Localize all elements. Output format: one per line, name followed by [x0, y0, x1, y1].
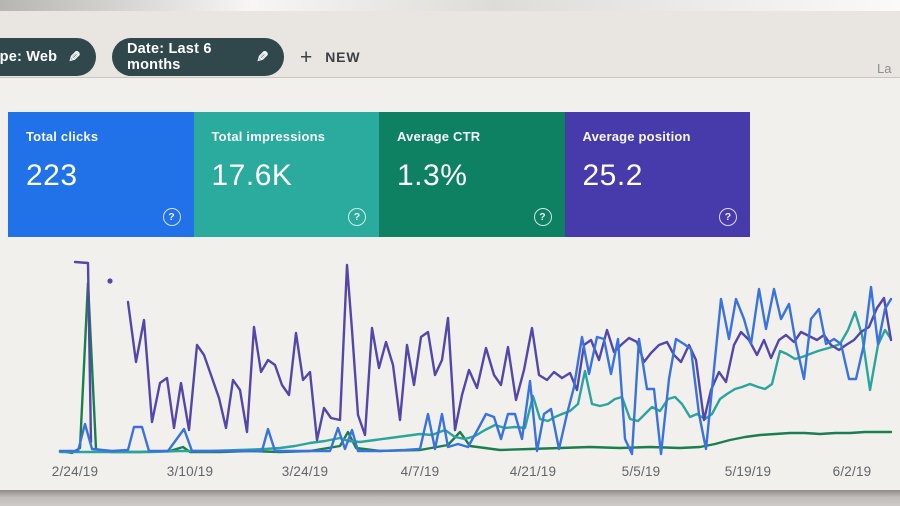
card-label: Total impressions	[211, 129, 326, 144]
card-value: 223	[26, 159, 78, 192]
card-label: Total clicks	[26, 129, 99, 144]
x-axis-label: 4/7/19	[400, 464, 440, 479]
ctr-line	[58, 281, 893, 455]
total-clicks-card[interactable]: Total clicks 223 ?	[8, 112, 194, 237]
new-button-label: NEW	[325, 49, 361, 65]
position-line	[126, 263, 893, 442]
x-axis-label: 6/2/19	[832, 464, 872, 479]
help-icon[interactable]: ?	[162, 208, 181, 226]
screen-bottom-edge	[0, 490, 900, 506]
card-label: Average CTR	[397, 129, 481, 144]
x-axis-label: 3/24/19	[281, 464, 329, 479]
x-axis-label: 3/10/19	[166, 464, 214, 479]
x-axis-label: 5/5/19	[621, 464, 661, 479]
date-filter-chip[interactable]: Date: Last 6 months ✎	[112, 38, 284, 76]
monitor-bezel-top	[0, 0, 900, 11]
clicks-line	[58, 285, 893, 456]
metric-cards: Total clicks 223 ? Total impressions 17.…	[8, 112, 750, 237]
x-axis-label: 4/21/19	[509, 464, 557, 479]
new-filter-button[interactable]: + NEW	[300, 38, 360, 76]
card-value: 1.3%	[397, 159, 468, 192]
help-icon[interactable]: ?	[533, 208, 552, 226]
search-type-filter-chip[interactable]: type: Web ✎	[0, 38, 96, 76]
card-value: 25.2	[582, 159, 643, 192]
average-ctr-card[interactable]: Average CTR 1.3% ?	[379, 112, 565, 237]
average-position-card[interactable]: Average position 25.2 ?	[564, 112, 750, 237]
clipped-text-fragment: La	[877, 61, 892, 76]
position-line	[73, 260, 93, 444]
total-impressions-card[interactable]: Total impressions 17.6K ?	[193, 112, 379, 237]
card-label: Average position	[582, 129, 691, 144]
x-axis-label: 5/19/19	[724, 464, 772, 479]
position-point	[107, 278, 113, 284]
help-icon[interactable]: ?	[719, 208, 737, 226]
help-icon[interactable]: ?	[348, 208, 366, 226]
filter-toolbar: type: Web ✎ Date: Last 6 months ✎ + NEW …	[0, 11, 900, 77]
plus-icon: +	[300, 45, 313, 69]
date-chip-label: Date: Last 6 months	[127, 41, 212, 73]
card-value: 17.6K	[211, 159, 293, 192]
search-type-chip-label: type: Web	[0, 49, 58, 65]
impressions-line	[58, 310, 893, 454]
toolbar-divider	[0, 77, 900, 78]
x-axis-label: 2/24/19	[51, 464, 99, 479]
